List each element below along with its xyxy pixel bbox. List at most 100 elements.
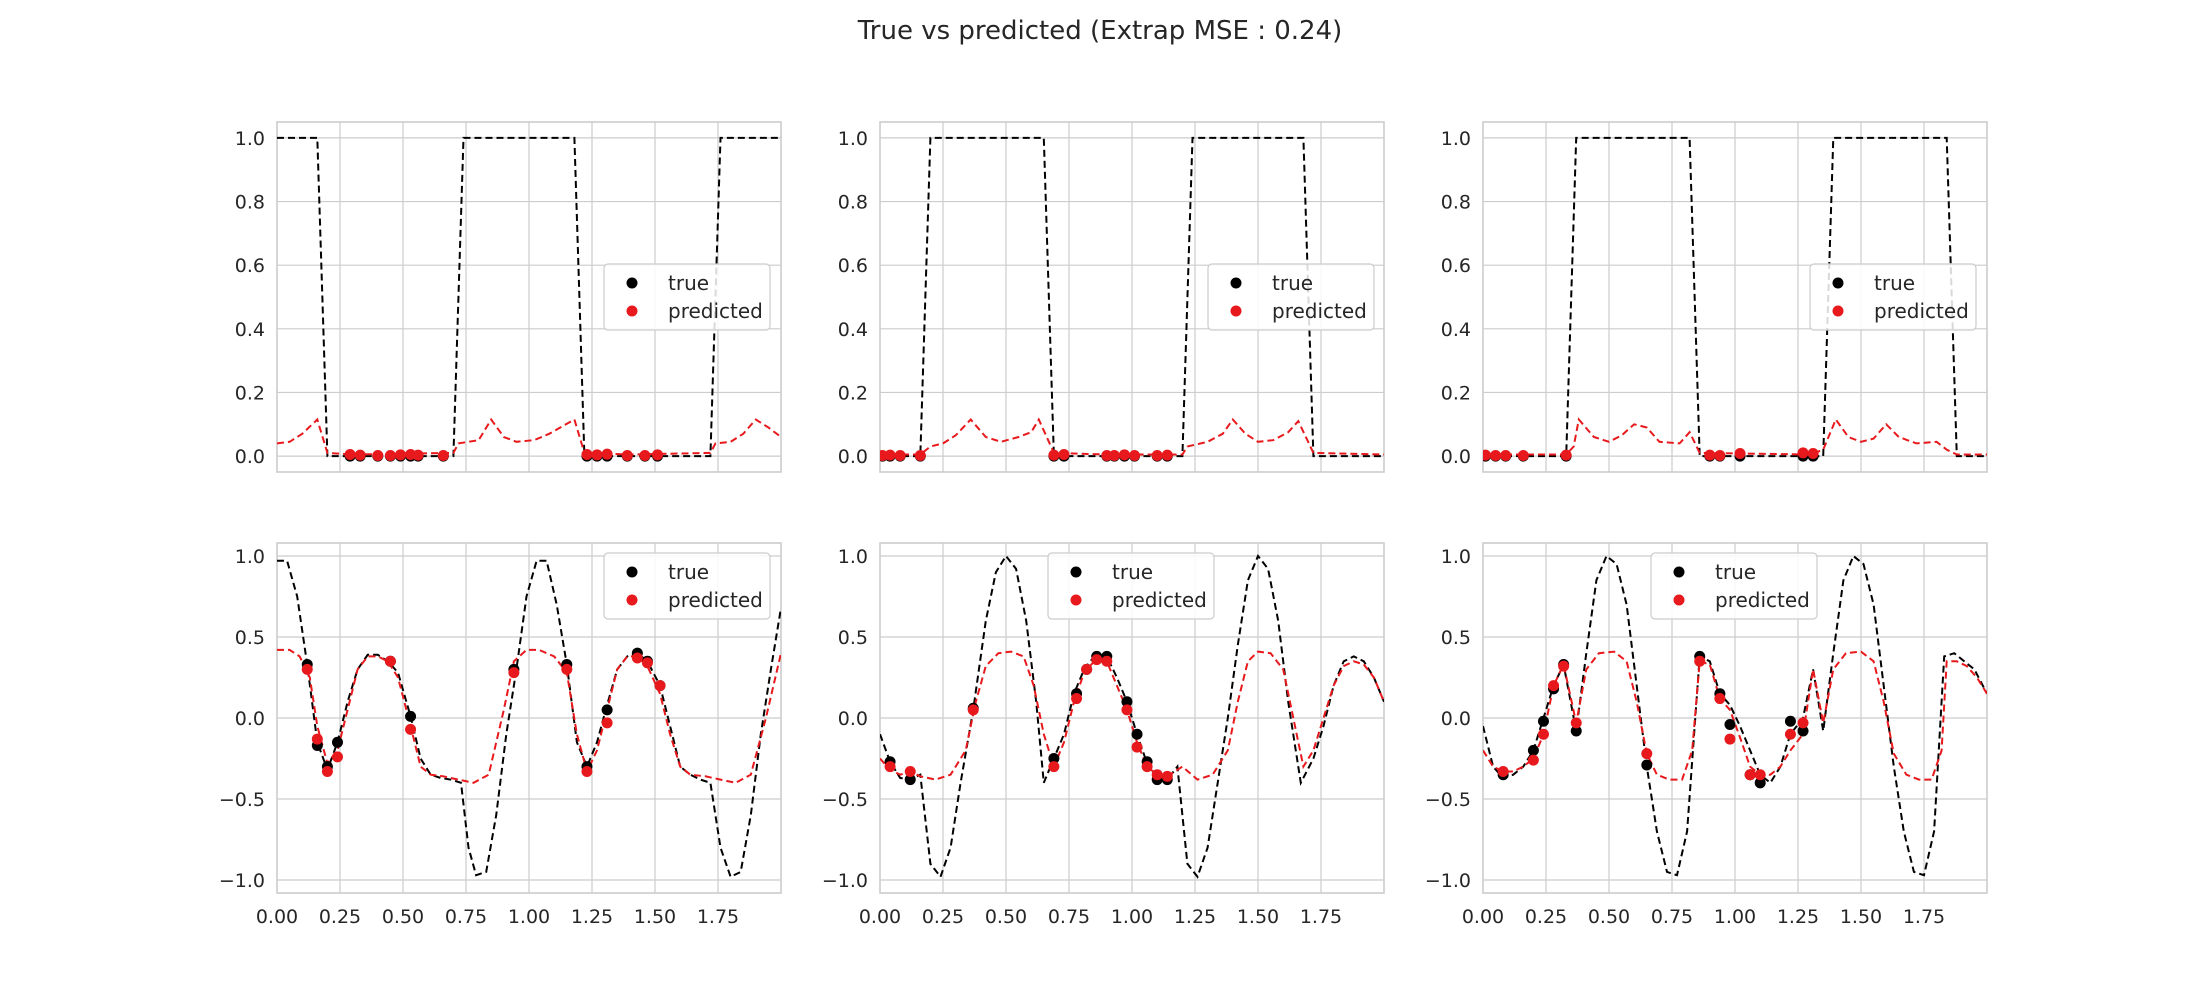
predicted-point — [372, 449, 384, 461]
true-point — [1641, 759, 1653, 771]
y-tick-label: −1.0 — [1425, 870, 1471, 892]
x-tick-label: 1.00 — [1111, 906, 1153, 928]
predicted-point — [1101, 655, 1113, 667]
legend-predicted-label: predicted — [1874, 299, 1969, 323]
plot-area — [1483, 554, 1987, 877]
predicted-point — [884, 761, 896, 773]
predicted-point — [1807, 448, 1819, 460]
x-tick-label: 0.50 — [382, 906, 424, 928]
y-tick-label: 0.0 — [235, 446, 265, 468]
predicted-point — [1704, 449, 1716, 461]
y-tick-label: 0.8 — [1441, 192, 1471, 214]
legend-predicted-marker — [1832, 305, 1844, 317]
x-tick-label: 0.00 — [859, 906, 901, 928]
legend-true-marker — [1673, 566, 1685, 578]
panels: 0.0 0.2 0.4 0.6 0.8 1.0 true predicted 0.0 0.2 0.4… — [219, 121, 1988, 928]
x-tick-label: 1.25 — [1777, 906, 1819, 928]
true-point — [331, 736, 343, 748]
y-tick-label: −0.5 — [219, 789, 265, 811]
predicted-point — [321, 765, 333, 777]
legend-box — [1809, 263, 1977, 331]
panel-top-middle: 0.0 0.2 0.4 0.6 0.8 1.0 true predicted — [838, 121, 1385, 473]
predicted-point — [1560, 449, 1572, 461]
y-tick-label: 0.0 — [235, 708, 265, 730]
x-tick-label: 1.50 — [634, 906, 676, 928]
y-tick-label: 0.0 — [838, 446, 868, 468]
legend: true predicted — [603, 552, 771, 620]
legend-true-marker — [1070, 566, 1082, 578]
predicted-point — [1517, 449, 1529, 461]
predicted-point — [1161, 770, 1173, 782]
legend: true predicted — [1047, 552, 1215, 620]
predicted-point — [601, 448, 613, 460]
legend-predicted-label: predicted — [668, 588, 763, 612]
x-tick-label: 0.00 — [1462, 906, 1504, 928]
y-tick-label: 0.5 — [1441, 627, 1471, 649]
plot-frame — [1482, 121, 1988, 473]
y-tick-label: 0.4 — [1441, 319, 1471, 341]
predicted-point — [1784, 728, 1796, 740]
y-tick-label: 0.0 — [1441, 446, 1471, 468]
panel-bottom-middle: −1.0 −0.5 0.0 0.5 1.0 0.00 0.25 0.50 0.75 1.00 1.2… — [822, 542, 1385, 928]
x-tick-label: 1.50 — [1237, 906, 1279, 928]
predicted-point — [631, 652, 643, 664]
true-point — [1724, 718, 1736, 730]
predicted-point — [1071, 693, 1083, 705]
legend-predicted-label: predicted — [1715, 588, 1810, 612]
predicted-point — [354, 449, 366, 461]
true-series-line — [277, 136, 781, 458]
predicted-point — [581, 765, 593, 777]
legend-true-marker — [626, 566, 638, 578]
true-point — [405, 710, 417, 722]
predicted-point — [967, 704, 979, 716]
x-tick-label: 1.75 — [1903, 906, 1945, 928]
predicted-point — [1151, 449, 1163, 461]
legend-true-label: true — [1715, 560, 1756, 584]
plot-frame — [879, 542, 1385, 894]
y-tick-label: 0.6 — [838, 255, 868, 277]
plot-frame — [879, 121, 1385, 473]
x-tick-label: 1.00 — [1714, 906, 1756, 928]
legend-predicted-marker — [626, 594, 638, 606]
predicted-point — [1527, 754, 1539, 766]
y-tick-label: −1.0 — [822, 870, 868, 892]
predicted-point — [1108, 449, 1120, 461]
predicted-point — [1048, 761, 1060, 773]
predicted-point — [1714, 449, 1726, 461]
y-tick-label: 1.0 — [235, 128, 265, 150]
true-point — [1797, 725, 1809, 737]
legend-true-label: true — [1874, 271, 1915, 295]
legend-box — [1650, 552, 1818, 620]
true-series-line — [1483, 554, 1987, 877]
predicted-point — [1797, 717, 1809, 729]
y-tick-label: 0.5 — [235, 627, 265, 649]
panel-bottom-left: −1.0 −0.5 0.0 0.5 1.0 0.00 0.25 0.50 0.75 1.00 1.2… — [219, 542, 782, 928]
y-tick-label: 1.0 — [1441, 546, 1471, 568]
predicted-point — [311, 733, 323, 745]
x-tick-label: 1.75 — [1300, 906, 1342, 928]
true-point — [1527, 744, 1539, 756]
legend: true predicted — [1207, 263, 1375, 331]
y-tick-label: 0.5 — [838, 627, 868, 649]
legend-box — [603, 263, 771, 331]
predicted-point — [654, 680, 666, 692]
y-tick-label: 0.6 — [235, 255, 265, 277]
predicted-series-line — [880, 650, 1384, 781]
y-tick-label: 1.0 — [838, 128, 868, 150]
predicted-point — [1797, 447, 1809, 459]
legend-box — [603, 552, 771, 620]
panel-top-right: 0.0 0.2 0.4 0.6 0.8 1.0 true predicted — [1441, 121, 1988, 473]
x-tick-label: 0.25 — [319, 906, 361, 928]
y-tick-label: 0.0 — [838, 708, 868, 730]
predicted-point — [1497, 765, 1509, 777]
plot-frame — [276, 121, 782, 473]
predicted-point — [437, 449, 449, 461]
true-series-line — [277, 559, 781, 879]
legend-box — [1047, 552, 1215, 620]
y-tick-label: 0.6 — [1441, 255, 1471, 277]
true-point — [1048, 753, 1060, 765]
predicted-point — [508, 667, 520, 679]
predicted-point — [621, 449, 633, 461]
predicted-point — [581, 449, 593, 460]
predicted-point — [1754, 769, 1766, 781]
